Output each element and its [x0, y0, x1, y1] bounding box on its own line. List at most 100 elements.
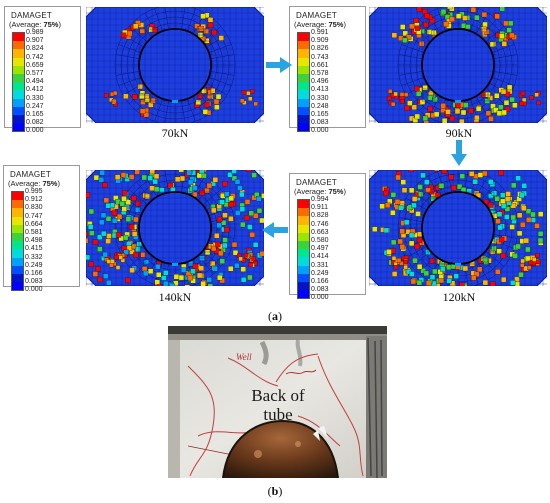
legend-swatch: [13, 49, 24, 58]
legend-value: 0.247: [26, 102, 44, 110]
legend-swatch: [13, 73, 24, 83]
wall-marking-text: Well: [236, 352, 252, 362]
legend-value: 0.746: [311, 220, 329, 228]
legend-swatch: [13, 114, 24, 124]
legend-swatch: [298, 65, 309, 74]
legend-value: 0.661: [311, 61, 329, 69]
tunnel-photo-back-of-tube: Well Back of tube: [168, 326, 387, 478]
panel-label-b: (b): [267, 484, 283, 498]
damage-legend-120kn: DAMAGET (Average: 75%) 0.994 0.911 0.828 0.…: [289, 173, 366, 301]
legend-swatch: [298, 114, 309, 124]
legend-value: 0.165: [311, 111, 329, 119]
legend-value: 0.663: [311, 228, 329, 236]
fe-damage-contour-70kn: [86, 7, 264, 123]
photo-illustration: Well: [168, 326, 387, 478]
legend-value: 0.000: [311, 127, 329, 135]
arrow-right-icon: [266, 57, 292, 73]
legend-swatch: [298, 232, 309, 241]
legend-swatch: [298, 249, 309, 258]
arrow-left-icon: [262, 222, 288, 238]
legend-swatch: [298, 273, 309, 282]
fe-damage-contour-140kn: [86, 170, 264, 286]
legend-swatch: [13, 82, 24, 91]
caption-70kn: 70kN: [161, 126, 189, 140]
legend-value: 0.412: [26, 86, 44, 94]
fe-mesh-120kn: [369, 170, 547, 286]
legend-value: 0.332: [25, 253, 43, 261]
legend-value: 0.330: [26, 94, 44, 102]
legend-value: 0.742: [26, 53, 44, 61]
legend-value: 0.083: [311, 286, 329, 294]
legend-value: 0.577: [26, 70, 44, 78]
legend-swatch: [298, 90, 309, 99]
fe-mesh-70kn: [86, 7, 264, 123]
legend-value: 0.082: [26, 119, 44, 127]
legend-title: DAMAGET: [296, 178, 337, 187]
legend-value: 0.580: [311, 237, 329, 245]
legend-value: 0.496: [311, 78, 329, 86]
legend-value: 0.330: [311, 94, 329, 102]
legend-swatch: [12, 224, 23, 233]
legend-swatch: [298, 216, 309, 225]
legend-swatch: [13, 98, 24, 107]
legend-swatch: [298, 123, 309, 132]
legend-swatch: [12, 192, 23, 201]
fe-damage-contour-120kn: [369, 170, 547, 286]
legend-title: DAMAGET: [11, 11, 52, 20]
legend-swatch: [12, 273, 23, 283]
legend-value: 0.909: [311, 37, 329, 45]
legend-color-bar: [12, 32, 25, 133]
legend-value: 0.494: [26, 78, 44, 86]
legend-swatch: [12, 282, 23, 291]
damage-legend-140kn: DAMAGET (Average: 75%) 0.995 0.912 0.830 0.…: [3, 165, 80, 293]
legend-swatch: [298, 208, 309, 217]
legend-value: 0.989: [26, 29, 44, 36]
legend-swatch: [298, 290, 309, 299]
legend-swatch: [13, 90, 24, 99]
legend-value: 0.659: [26, 61, 44, 69]
legend-value: 0.912: [25, 196, 43, 204]
caption-120kn: 120kN: [442, 290, 476, 304]
legend-swatch: [298, 33, 309, 42]
legend-value: 0.664: [25, 220, 43, 228]
legend-swatch: [12, 265, 23, 274]
legend-swatch: [12, 200, 23, 209]
fe-mesh-140kn: [86, 170, 264, 286]
legend-swatch: [298, 98, 309, 107]
legend-values: 0.989 0.907 0.824 0.742 0.659 0.577 0.494 0.412…: [26, 29, 44, 136]
photo-label-line1: Back of: [251, 386, 305, 405]
legend-swatch: [298, 224, 309, 233]
legend-value: 0.331: [311, 261, 329, 269]
legend-swatch: [298, 257, 309, 266]
legend-values: 0.994 0.911 0.828 0.746 0.663 0.580 0.497 0.414…: [311, 196, 329, 303]
legend-swatch: [298, 106, 309, 115]
legend-swatch: [298, 49, 309, 58]
legend-value: 0.083: [25, 278, 43, 286]
legend-subtitle: (Average: 75%): [8, 179, 60, 188]
legend-subtitle: (Average: 75%): [294, 187, 346, 196]
legend-value: 0.826: [311, 45, 329, 53]
legend-swatch: [298, 265, 309, 274]
legend-swatch: [298, 240, 309, 250]
legend-value: 0.165: [26, 111, 44, 119]
legend-swatch: [298, 57, 309, 66]
legend-value: 0.166: [25, 270, 43, 278]
fe-damage-contour-90kn: [369, 7, 547, 123]
photo-label-line2: tube: [263, 405, 293, 424]
legend-value: 0.249: [311, 269, 329, 277]
legend-values: 0.995 0.912 0.830 0.747 0.664 0.581 0.498 0.415…: [25, 188, 43, 295]
legend-value: 0.991: [311, 29, 329, 36]
panel-label-a: (a): [268, 309, 282, 323]
legend-swatch: [13, 123, 24, 132]
legend-swatch: [12, 257, 23, 266]
legend-swatch: [298, 82, 309, 91]
legend-value: 0.743: [311, 53, 329, 61]
legend-swatch: [13, 65, 24, 74]
legend-value: 0.000: [311, 294, 329, 302]
caption-90kn: 90kN: [445, 126, 473, 140]
photo-label: Back of tube: [228, 386, 328, 424]
legend-swatch: [12, 216, 23, 225]
legend-values: 0.991 0.909 0.826 0.743 0.661 0.578 0.496 0.413…: [311, 29, 329, 136]
legend-value: 0.166: [311, 278, 329, 286]
legend-color-bar: [297, 32, 310, 133]
